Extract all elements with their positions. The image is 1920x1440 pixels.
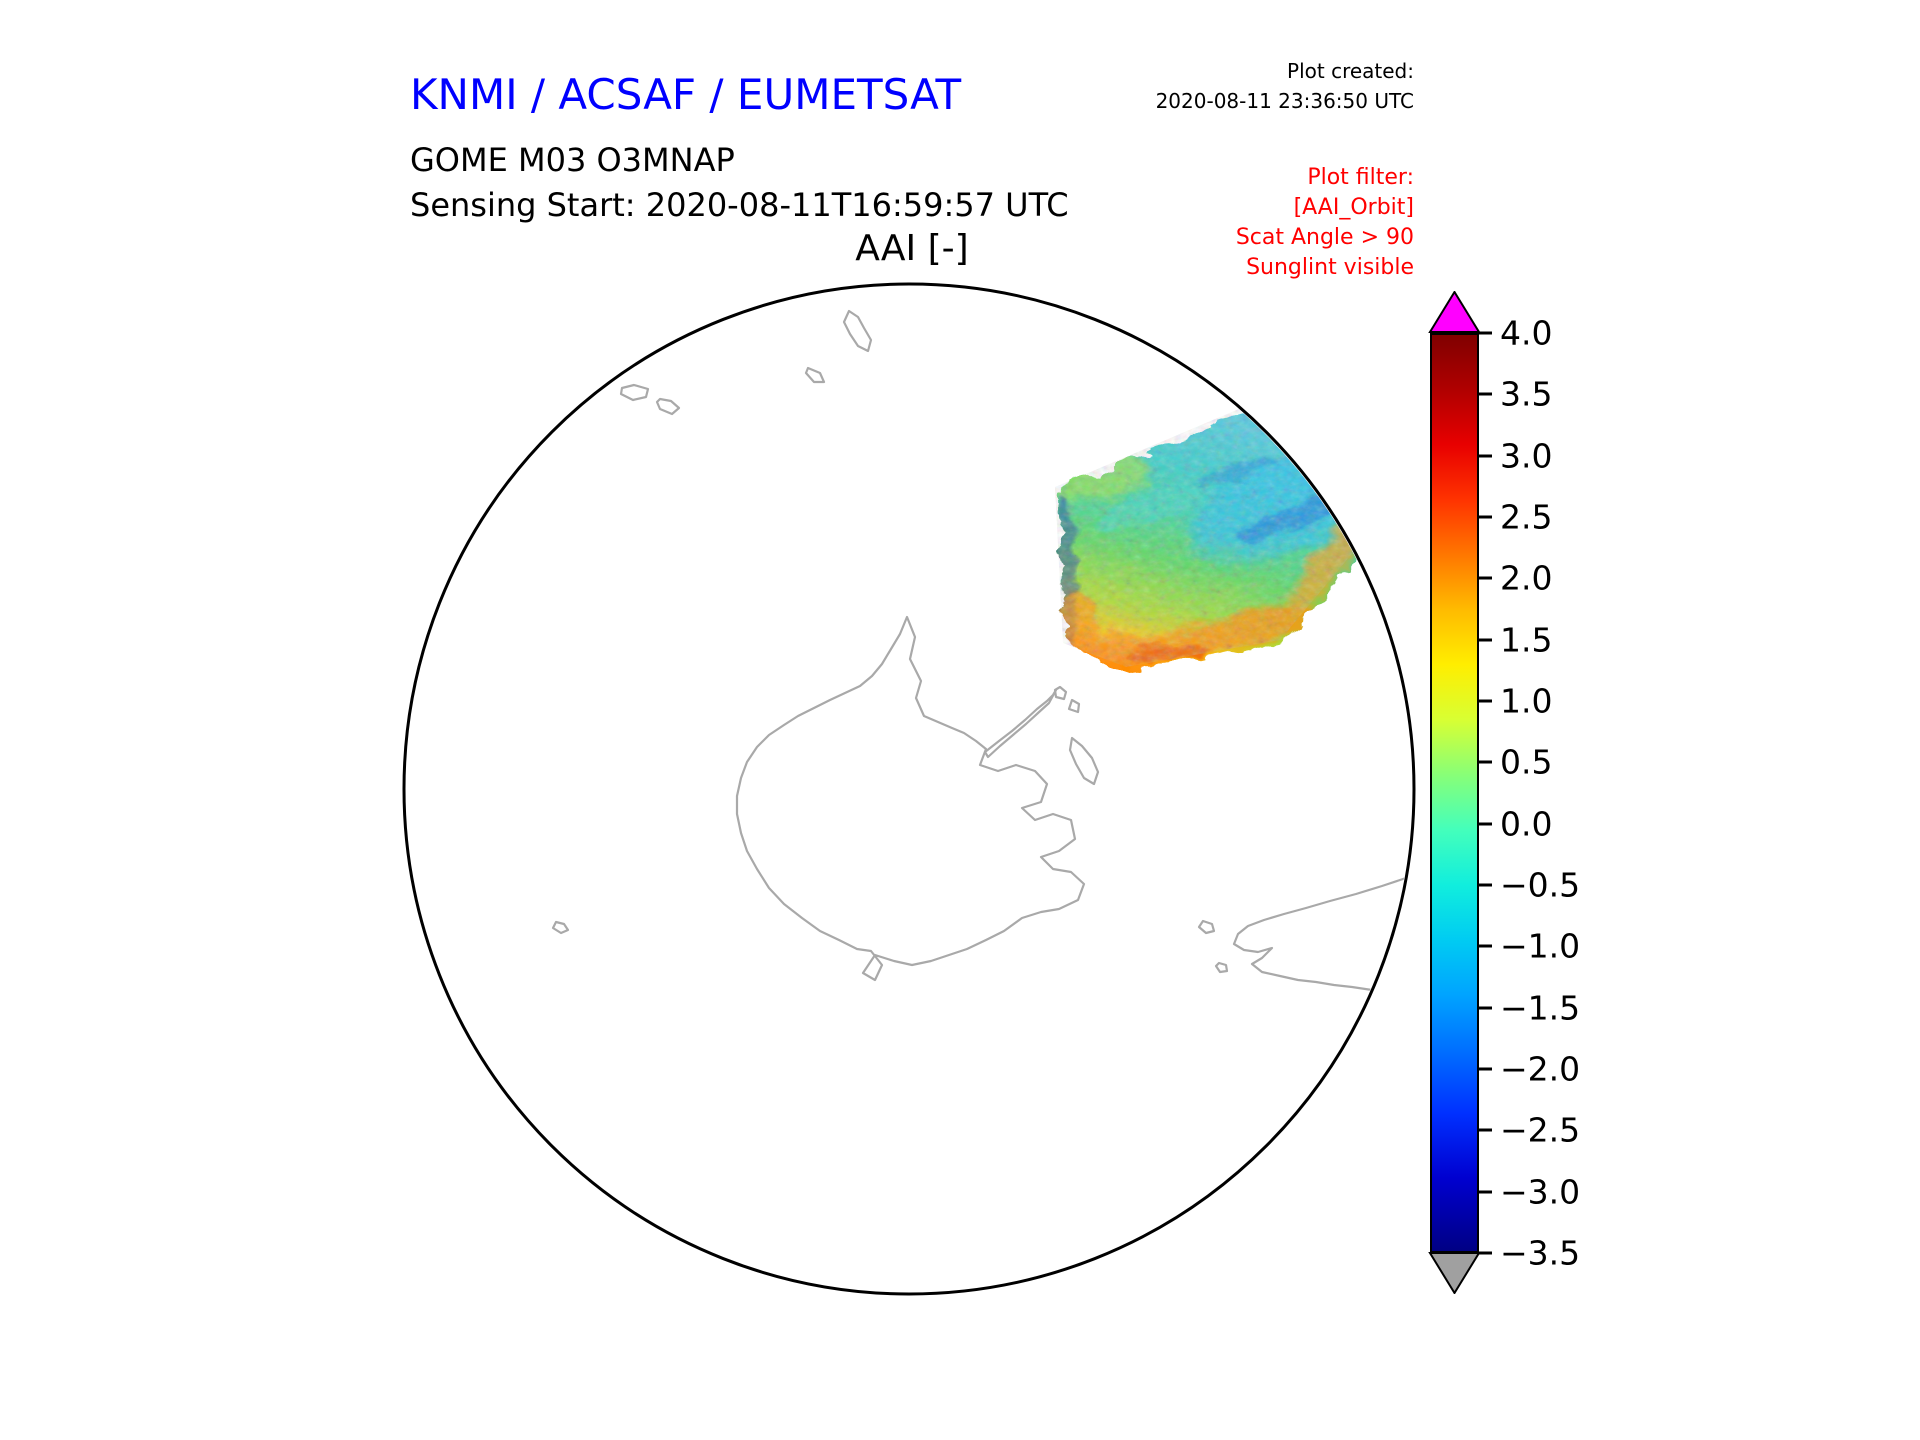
- colorbar-tick: 1.5: [1479, 623, 1552, 656]
- colorbar-tick-label: −1.0: [1500, 926, 1581, 966]
- colorbar-tick-label: −2.5: [1500, 1110, 1581, 1150]
- colorbar-over-arrow: [1428, 291, 1481, 333]
- island: [1068, 736, 1100, 786]
- colorbar-tick-label: −2.0: [1500, 1049, 1581, 1089]
- plot-filter-line: Plot filter:: [1307, 165, 1414, 190]
- colorbar-tick-mark: [1479, 1190, 1492, 1194]
- colorbar-tick-mark: [1479, 638, 1492, 642]
- colorbar-tick: −2.5: [1479, 1114, 1580, 1147]
- colorbar-tick-mark: [1479, 1006, 1492, 1010]
- colorbar-tick-mark: [1479, 576, 1492, 580]
- colorbar-tick: 2.0: [1479, 562, 1552, 595]
- colorbar-tick-label: 1.5: [1500, 620, 1553, 660]
- colorbar-tick-label: 4.0: [1500, 313, 1553, 353]
- colorbar-tick: −2.0: [1479, 1053, 1580, 1086]
- colorbar-tick: 3.5: [1479, 378, 1552, 411]
- colorbar-tick-mark: [1479, 944, 1492, 948]
- colorbar-tick-mark: [1479, 1251, 1492, 1255]
- island: [1053, 685, 1068, 701]
- colorbar-tick: −1.5: [1479, 991, 1580, 1024]
- colorbar-tick-mark: [1479, 1067, 1492, 1071]
- colorbar-tick-label: 3.0: [1500, 436, 1553, 476]
- plot-filter-line: Sunglint visible: [1246, 255, 1414, 280]
- colorbar-tick-label: 3.5: [1500, 374, 1553, 414]
- island: [1214, 961, 1229, 974]
- coastline-antarctica: [735, 615, 1086, 982]
- colorbar-tick: 3.0: [1479, 439, 1552, 472]
- colorbar-tick: −0.5: [1479, 869, 1580, 902]
- colorbar-tick-mark: [1479, 760, 1492, 764]
- plot-title: AAI [-]: [855, 228, 969, 269]
- island: [619, 383, 650, 402]
- colorbar-tick: 1.0: [1479, 685, 1552, 718]
- colorbar-tick: −3.0: [1479, 1175, 1580, 1208]
- map-boundary-circle: [402, 282, 1416, 1296]
- colorbar-ticks: 4.0 3.5 3.0 2.5 2.0 1.5 1.0 0.5 0.0 −0.5 −1.0 −1.5−…: [1479, 317, 1699, 1270]
- plot-created-value: 2020-08-11 23:36:50 UTC: [1155, 89, 1414, 113]
- colorbar-tick-mark: [1479, 822, 1492, 826]
- sensing-start: Sensing Start: 2020-08-11T16:59:57 UTC: [410, 186, 1069, 224]
- island: [804, 366, 826, 384]
- coastlines-layer: [551, 309, 1407, 992]
- colorbar-tick: 4.0: [1479, 317, 1552, 350]
- island: [1197, 919, 1216, 935]
- coastline-antarctic-peninsula: [983, 688, 1058, 759]
- colorbar-tick: −1.0: [1479, 930, 1580, 963]
- colorbar-tick: 0.5: [1479, 746, 1552, 779]
- coastline-south-america: [1232, 876, 1407, 992]
- colorbar-tick-mark: [1479, 331, 1492, 335]
- island: [842, 309, 873, 353]
- colorbar-tick-mark: [1479, 699, 1492, 703]
- organization-title: KNMI / ACSAF / EUMETSAT: [410, 70, 962, 119]
- colorbar-tick-label: 0.5: [1500, 742, 1553, 782]
- colorbar-tick-label: 1.0: [1500, 681, 1553, 721]
- plot-filter-block: Plot filter: [AAI_Orbit] Scat Angle > 90…: [1236, 163, 1414, 283]
- product-name: GOME M03 O3MNAP: [410, 141, 735, 179]
- colorbar-tick-label: 2.5: [1500, 497, 1553, 537]
- colorbar-tick: 2.5: [1479, 501, 1552, 534]
- colorbar-tick-mark: [1479, 883, 1492, 887]
- colorbar-tick-mark: [1479, 454, 1492, 458]
- colorbar-tick-mark: [1479, 515, 1492, 519]
- plot-created-block: Plot created: 2020-08-11 23:36:50 UTC: [1156, 56, 1414, 116]
- colorbar-under-arrow: [1428, 1252, 1481, 1294]
- colorbar-tick: 0.0: [1479, 807, 1552, 840]
- plot-created-label: Plot created:: [1287, 59, 1414, 83]
- colorbar-tick-label: −3.0: [1500, 1172, 1581, 1212]
- island: [655, 397, 681, 416]
- colorbar-tick-mark: [1479, 392, 1492, 396]
- island: [551, 920, 570, 935]
- island: [1067, 698, 1081, 714]
- swath-noise-texture: [1055, 400, 1380, 667]
- colorbar-tick-label: 0.0: [1500, 804, 1553, 844]
- colorbar-tick-label: −3.5: [1500, 1233, 1581, 1273]
- colorbar-tick-label: −1.5: [1500, 988, 1581, 1028]
- product-block: GOME M03 O3MNAP Sensing Start: 2020-08-1…: [410, 138, 1069, 228]
- colorbar-tick-label: −0.5: [1500, 865, 1581, 905]
- colorbar-tick: −3.5: [1479, 1237, 1580, 1270]
- plot-filter-line: Scat Angle > 90: [1235, 225, 1414, 250]
- colorbar-tick-mark: [1479, 1128, 1492, 1132]
- plot-filter-line: [AAI_Orbit]: [1293, 195, 1414, 220]
- colorbar-tick-label: 2.0: [1500, 558, 1553, 598]
- colorbar-gradient: [1430, 333, 1479, 1253]
